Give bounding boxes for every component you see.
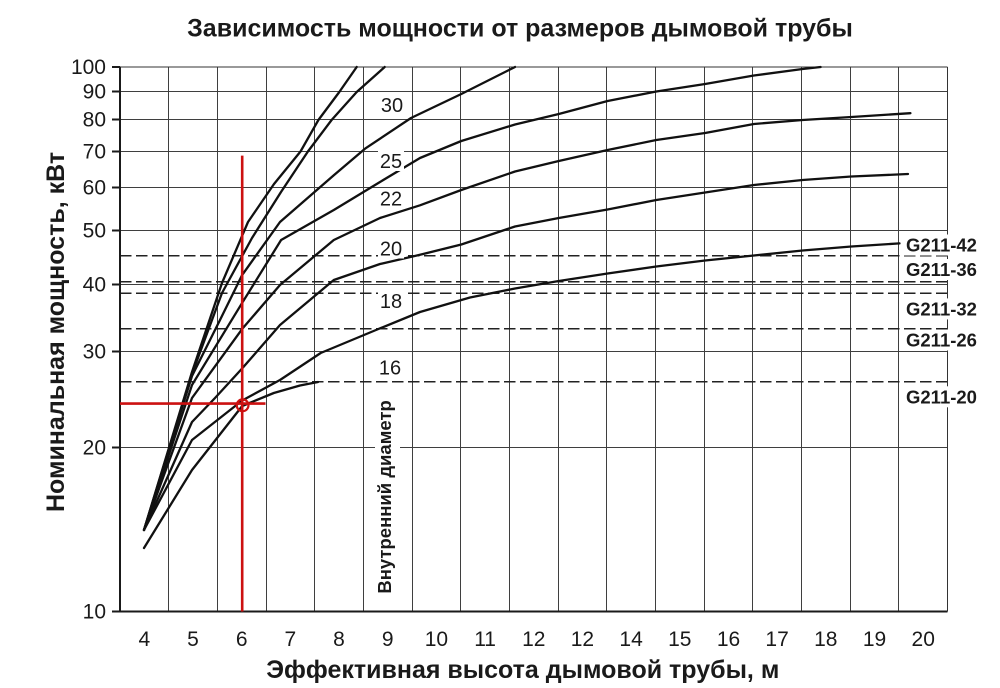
svg-text:5: 5 (187, 628, 199, 651)
svg-text:G211-42: G211-42 (906, 235, 977, 256)
svg-text:22: 22 (380, 189, 402, 211)
svg-text:12: 12 (571, 628, 594, 651)
svg-text:30: 30 (83, 341, 106, 364)
svg-text:90: 90 (83, 81, 106, 104)
svg-text:G211-26: G211-26 (906, 330, 977, 351)
svg-text:12: 12 (522, 628, 545, 651)
svg-text:G211-36: G211-36 (906, 259, 977, 280)
svg-text:30: 30 (381, 95, 403, 117)
svg-text:60: 60 (83, 177, 106, 200)
svg-text:18: 18 (814, 628, 837, 651)
svg-text:8: 8 (333, 628, 345, 651)
svg-text:6: 6 (236, 628, 248, 651)
svg-text:19: 19 (863, 628, 886, 651)
svg-text:Зависимость мощности от размер: Зависимость мощности от размеров дымовой… (187, 15, 853, 43)
svg-text:G211-32: G211-32 (906, 298, 977, 319)
svg-text:50: 50 (83, 220, 106, 243)
svg-text:20: 20 (380, 239, 402, 261)
svg-text:18: 18 (380, 291, 402, 313)
svg-text:9: 9 (382, 628, 394, 651)
svg-text:100: 100 (71, 56, 106, 79)
svg-text:20: 20 (912, 628, 935, 651)
svg-text:10: 10 (425, 628, 448, 651)
svg-text:Номинальная мощность, кВт: Номинальная мощность, кВт (42, 152, 70, 512)
svg-text:80: 80 (83, 109, 106, 132)
svg-text:15: 15 (668, 628, 691, 651)
svg-text:17: 17 (765, 628, 788, 651)
svg-text:14: 14 (619, 628, 643, 651)
svg-text:Эффективная высота дымовой тру: Эффективная высота дымовой трубы, м (266, 656, 779, 684)
svg-text:16: 16 (379, 358, 401, 380)
svg-text:40: 40 (83, 274, 106, 297)
svg-text:11: 11 (474, 628, 496, 651)
svg-text:25: 25 (380, 151, 402, 173)
svg-text:70: 70 (83, 141, 106, 164)
svg-text:7: 7 (285, 628, 297, 651)
svg-text:16: 16 (717, 628, 740, 651)
svg-text:10: 10 (83, 601, 106, 624)
svg-text:4: 4 (138, 628, 150, 651)
svg-text:Внутренний диаметр: Внутренний диаметр (374, 400, 395, 593)
svg-text:20: 20 (83, 437, 106, 460)
svg-text:G211-20: G211-20 (906, 386, 977, 407)
